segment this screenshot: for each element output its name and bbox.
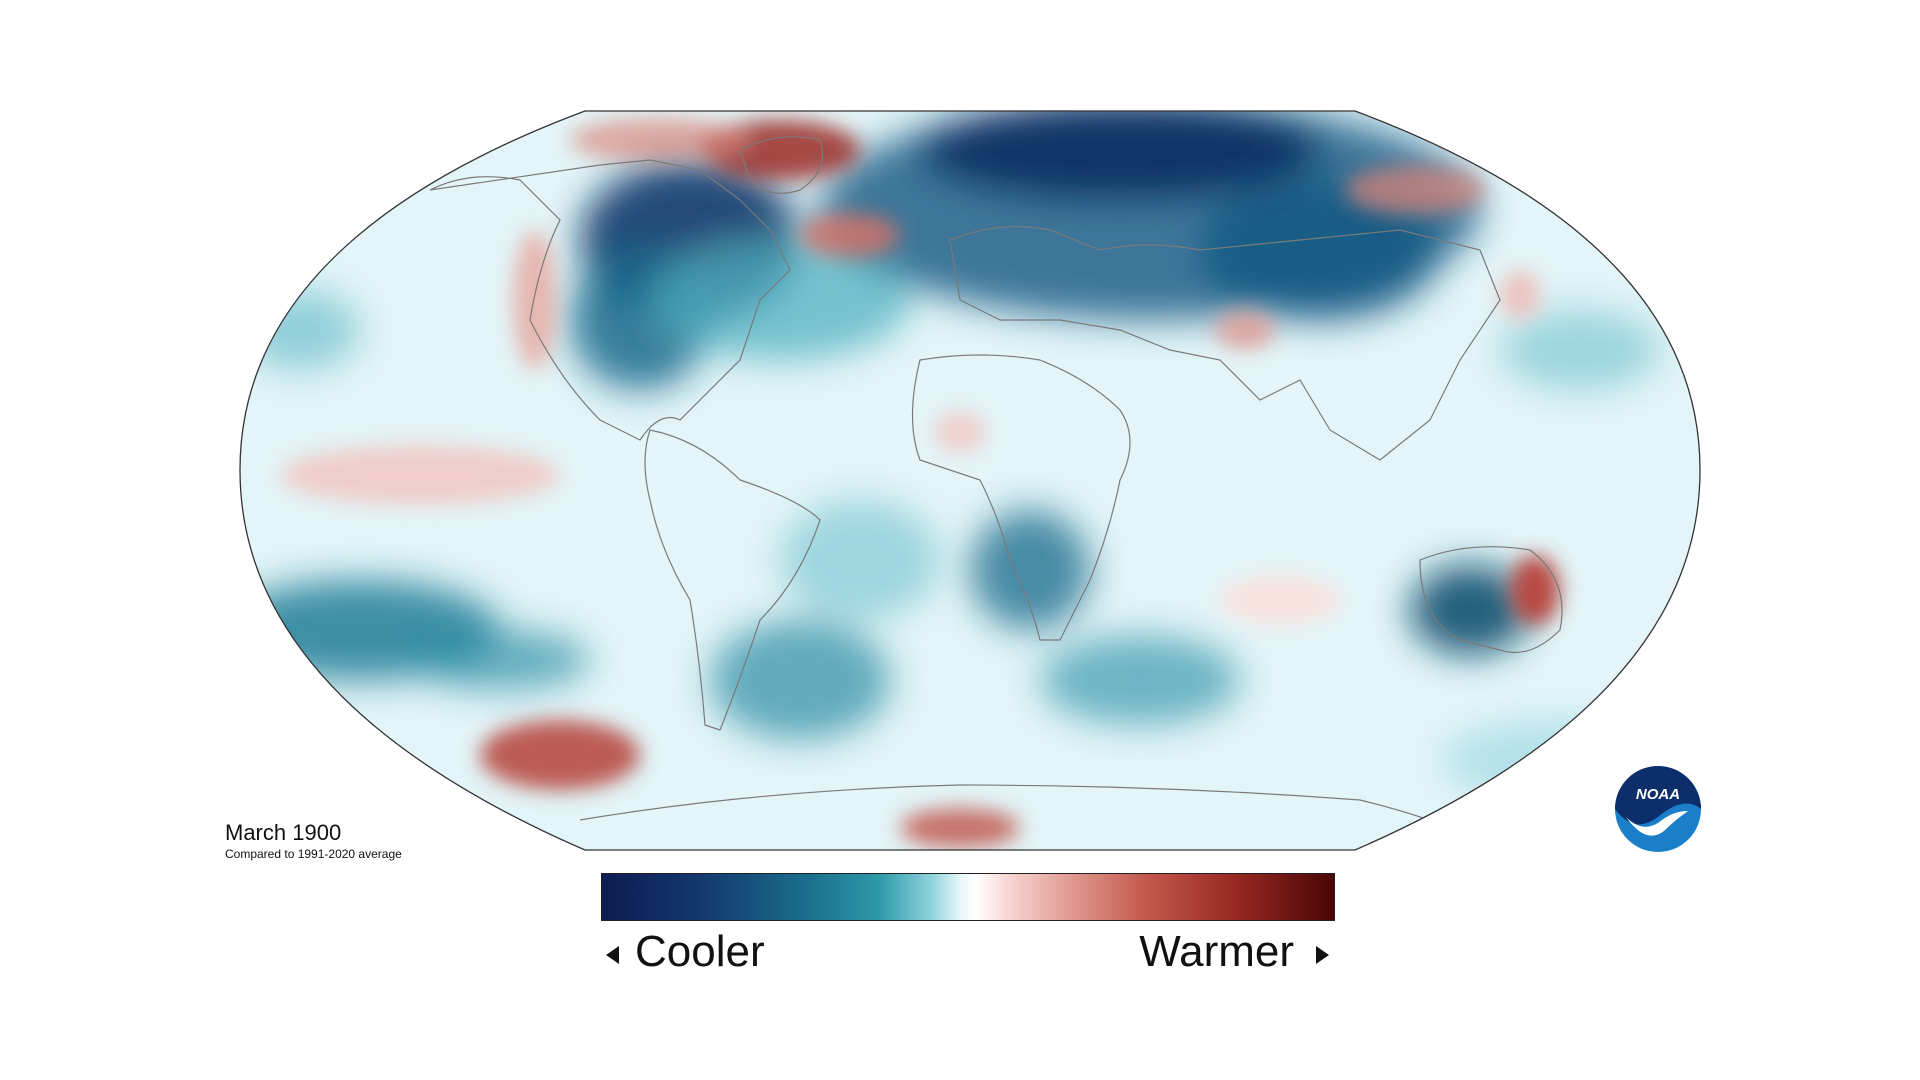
south-america-outline — [644, 429, 821, 731]
legend-cooler-label: Cooler — [635, 927, 765, 976]
north-america-outline — [429, 159, 791, 441]
antarctica-outline — [579, 784, 1441, 826]
noaa-logo-icon: NOAA — [1615, 766, 1701, 852]
greenland-outline — [739, 136, 824, 194]
anomaly-field — [240, 111, 1700, 850]
arrow-right-icon — [1316, 946, 1329, 964]
map-baseline-subtitle: Compared to 1991-2020 average — [225, 847, 402, 861]
noaa-logo-text: NOAA — [1636, 786, 1680, 803]
legend-warmer-label: Warmer — [1139, 927, 1294, 976]
africa-outline — [911, 354, 1131, 641]
color-scale-bar — [601, 873, 1335, 921]
globe-border — [239, 110, 1701, 851]
warm-anomalies — [280, 118, 1560, 848]
arrow-left-icon — [606, 946, 619, 964]
map-date-title: March 1900 — [225, 820, 342, 845]
eurasia-outline — [949, 226, 1501, 461]
australia-outline — [1419, 546, 1563, 654]
coastlines — [429, 136, 1563, 826]
